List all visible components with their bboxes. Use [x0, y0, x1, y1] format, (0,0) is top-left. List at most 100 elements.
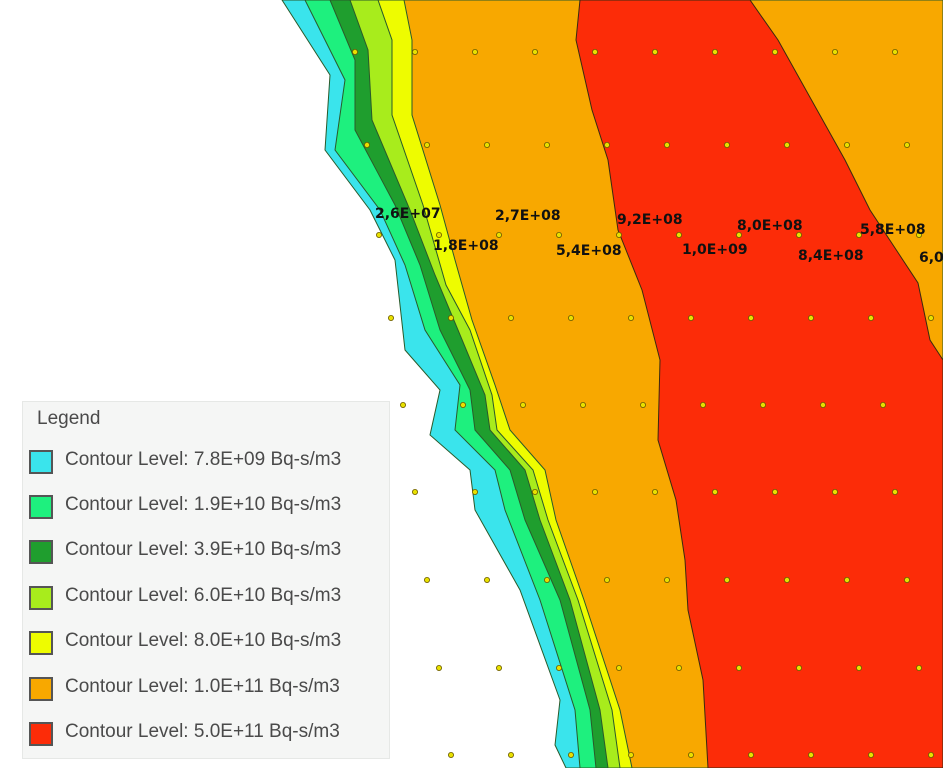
sample-point — [904, 577, 911, 584]
sample-point — [507, 752, 514, 759]
legend-title: Legend — [37, 408, 101, 429]
sample-point — [772, 488, 779, 495]
sample-point — [604, 577, 611, 584]
sample-point — [556, 231, 563, 238]
sample-point — [411, 49, 418, 56]
sample-point — [760, 401, 767, 408]
sample-point — [411, 488, 418, 495]
legend-item: Contour Level: 3.9E+10 Bq-s/m3 — [29, 536, 385, 566]
sample-points-layer — [351, 49, 935, 759]
sample-point — [736, 231, 743, 238]
sample-point — [628, 752, 635, 759]
sample-point — [483, 141, 490, 148]
sample-point — [892, 49, 899, 56]
sample-point — [640, 401, 647, 408]
sample-point — [796, 665, 803, 672]
sample-point — [568, 314, 575, 321]
sample-point — [880, 401, 887, 408]
sample-point — [724, 577, 731, 584]
sample-point — [664, 141, 671, 148]
sample-point — [604, 141, 611, 148]
sample-point — [856, 231, 863, 238]
sample-point — [375, 231, 382, 238]
point-value-label: 9,2E+08 — [617, 212, 683, 228]
sample-point — [712, 49, 719, 56]
sample-point — [495, 665, 502, 672]
sample-point — [916, 665, 923, 672]
point-value-label: 1,0E+09 — [682, 242, 748, 258]
sample-point — [495, 231, 502, 238]
sample-point — [856, 665, 863, 672]
legend-swatch — [29, 495, 53, 519]
sample-point — [916, 231, 923, 238]
sample-point — [447, 314, 454, 321]
legend-swatch — [29, 677, 53, 701]
legend-item: Contour Level: 5.0E+11 Bq-s/m3 — [29, 718, 385, 748]
sample-point — [772, 49, 779, 56]
sample-point — [459, 401, 466, 408]
sample-point — [748, 752, 755, 759]
legend-label: Contour Level: 1.9E+10 Bq-s/m3 — [65, 494, 342, 515]
sample-point — [363, 141, 370, 148]
sample-point — [351, 49, 358, 56]
point-value-label: 5,8E+08 — [860, 222, 926, 238]
sample-point — [748, 314, 755, 321]
sample-point — [520, 401, 527, 408]
sample-point — [664, 577, 671, 584]
sample-point — [892, 488, 899, 495]
legend-label: Contour Level: 5.0E+11 Bq-s/m3 — [65, 721, 340, 742]
sample-point — [423, 577, 430, 584]
sample-point — [712, 488, 719, 495]
sample-point — [808, 752, 815, 759]
legend-label: Contour Level: 3.9E+10 Bq-s/m3 — [65, 539, 342, 560]
sample-point — [868, 752, 875, 759]
sample-point — [507, 314, 514, 321]
legend-label: Contour Level: 6.0E+10 Bq-s/m3 — [65, 585, 342, 606]
sample-point — [568, 752, 575, 759]
sample-point — [616, 231, 623, 238]
sample-point — [868, 314, 875, 321]
sample-point — [676, 231, 683, 238]
sample-point — [544, 577, 551, 584]
sample-point — [592, 49, 599, 56]
sample-point — [544, 141, 551, 148]
sample-point — [820, 401, 827, 408]
sample-point — [832, 488, 839, 495]
legend-swatch — [29, 722, 53, 746]
sample-point — [796, 231, 803, 238]
sample-point — [483, 577, 490, 584]
sample-point — [676, 665, 683, 672]
sample-point — [844, 141, 851, 148]
point-value-label: 8,4E+08 — [798, 248, 864, 264]
legend-swatch — [29, 631, 53, 655]
point-labels-layer: 2,6E+07 2,7E+08 9,2E+08 8,0E+08 5,8E+08 1,8E+… — [375, 206, 943, 266]
point-value-label: 8,0E+08 — [737, 218, 803, 234]
sample-point — [447, 752, 454, 759]
sample-point — [387, 314, 394, 321]
sample-point — [652, 488, 659, 495]
sample-point — [471, 488, 478, 495]
legend-item: Contour Level: 7.8E+09 Bq-s/m3 — [29, 446, 385, 476]
sample-point — [784, 141, 791, 148]
sample-point — [532, 488, 539, 495]
sample-point — [832, 49, 839, 56]
sample-point — [556, 665, 563, 672]
point-value-label: 5,4E+08 — [556, 243, 622, 259]
legend-swatch — [29, 450, 53, 474]
sample-point — [399, 401, 406, 408]
sample-point — [435, 231, 442, 238]
sample-point — [784, 577, 791, 584]
legend-panel: Legend Contour Level: 7.8E+09 Bq-s/m3 Co… — [22, 401, 390, 759]
sample-point — [616, 665, 623, 672]
legend-label: Contour Level: 1.0E+11 Bq-s/m3 — [65, 676, 340, 697]
legend-swatch — [29, 586, 53, 610]
sample-point — [904, 141, 911, 148]
legend-label: Contour Level: 7.8E+09 Bq-s/m3 — [65, 449, 342, 470]
sample-point — [688, 314, 695, 321]
sample-point — [471, 49, 478, 56]
sample-point — [928, 314, 935, 321]
sample-point — [592, 488, 599, 495]
sample-point — [724, 141, 731, 148]
legend-label: Contour Level: 8.0E+10 Bq-s/m3 — [65, 630, 342, 651]
sample-point — [532, 49, 539, 56]
